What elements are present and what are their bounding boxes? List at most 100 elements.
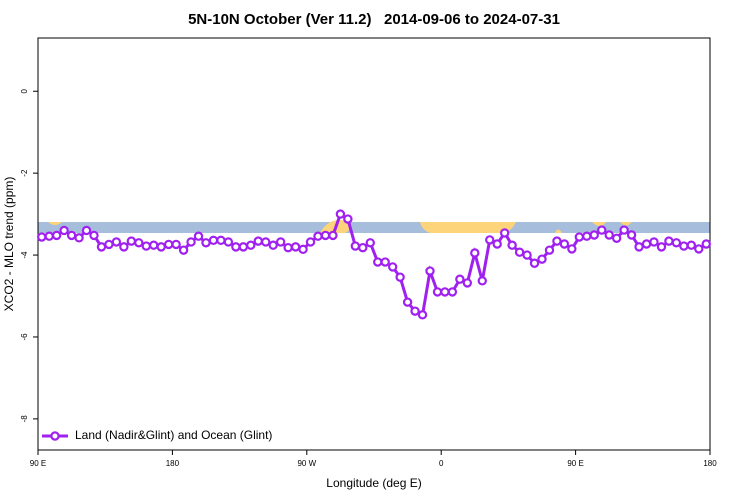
point	[522, 250, 532, 260]
point	[499, 228, 510, 238]
point	[163, 239, 174, 250]
point	[649, 237, 659, 247]
point	[343, 214, 353, 224]
point	[544, 245, 555, 255]
point	[74, 233, 84, 243]
point	[679, 241, 689, 251]
point	[373, 257, 383, 267]
point	[328, 230, 338, 241]
point	[432, 287, 443, 297]
point	[574, 232, 585, 242]
point	[89, 230, 99, 241]
point	[589, 230, 599, 240]
point	[358, 242, 368, 253]
point	[410, 306, 420, 316]
point	[619, 225, 629, 235]
point	[335, 209, 346, 219]
point	[507, 240, 517, 250]
point	[492, 239, 502, 249]
point	[440, 287, 450, 297]
map-strip	[38, 220, 710, 233]
point	[81, 225, 92, 236]
point	[96, 242, 107, 252]
point	[313, 231, 323, 241]
point	[395, 272, 405, 282]
point	[156, 242, 166, 252]
x-tick-label: 0	[439, 459, 444, 468]
point	[582, 231, 592, 241]
point	[134, 238, 144, 248]
point	[126, 236, 137, 246]
point	[231, 242, 241, 252]
point	[447, 287, 458, 297]
point	[455, 274, 465, 284]
point	[193, 231, 204, 241]
point	[402, 297, 413, 307]
y-tick-label: -2	[20, 169, 29, 177]
point	[178, 245, 189, 255]
point	[149, 240, 159, 250]
point	[283, 242, 293, 253]
point	[246, 240, 256, 250]
point	[261, 237, 271, 247]
point	[298, 244, 308, 255]
point	[597, 225, 607, 235]
point	[275, 237, 286, 247]
point	[320, 230, 331, 241]
x-tick-label: 180	[703, 459, 717, 468]
point	[626, 230, 637, 240]
point	[350, 241, 361, 251]
point	[485, 235, 495, 245]
point	[694, 244, 704, 254]
x-tick-label: 180	[166, 459, 180, 468]
point	[425, 266, 435, 276]
point	[186, 237, 196, 247]
point	[537, 254, 547, 264]
y-tick-label: 0	[20, 88, 29, 93]
point	[119, 242, 129, 252]
x-axis-label: Longitude (deg E)	[326, 476, 421, 490]
point	[559, 239, 570, 249]
x-tick-label: 90 E	[567, 459, 583, 468]
point	[567, 244, 577, 254]
point	[462, 278, 473, 288]
chart-title: 5N-10N October (Ver 11.2) 2014-09-06 to …	[188, 11, 560, 28]
point	[387, 262, 398, 272]
point	[111, 237, 122, 247]
point	[104, 239, 114, 250]
point	[634, 242, 644, 252]
point	[664, 236, 674, 246]
point	[380, 257, 390, 267]
point	[141, 241, 151, 251]
point	[365, 238, 375, 248]
point	[305, 237, 316, 247]
point	[604, 230, 614, 240]
point	[253, 236, 263, 246]
point	[671, 238, 682, 248]
x-tick-label: 90 W	[297, 459, 316, 468]
legend-label: Land (Nadir&Glint) and Ocean (Glint)	[75, 428, 272, 442]
point	[59, 225, 69, 236]
point	[552, 236, 562, 246]
point	[611, 233, 622, 243]
point	[686, 240, 697, 250]
point	[641, 239, 652, 249]
point	[701, 239, 711, 249]
x-tick-label: 90 E	[30, 459, 46, 468]
y-axis-label: XCO2 - MLO trend (ppm)	[2, 177, 16, 312]
point	[216, 235, 226, 246]
point	[290, 242, 301, 252]
point	[171, 239, 181, 250]
point	[417, 310, 428, 320]
point	[66, 230, 77, 241]
point	[238, 242, 249, 252]
point	[529, 258, 540, 268]
point	[514, 247, 525, 257]
point	[470, 248, 480, 258]
point	[656, 242, 667, 252]
y-tick-label: -4	[20, 251, 29, 259]
point	[268, 240, 278, 250]
y-tick-label: -8	[20, 415, 29, 423]
point	[201, 238, 211, 248]
